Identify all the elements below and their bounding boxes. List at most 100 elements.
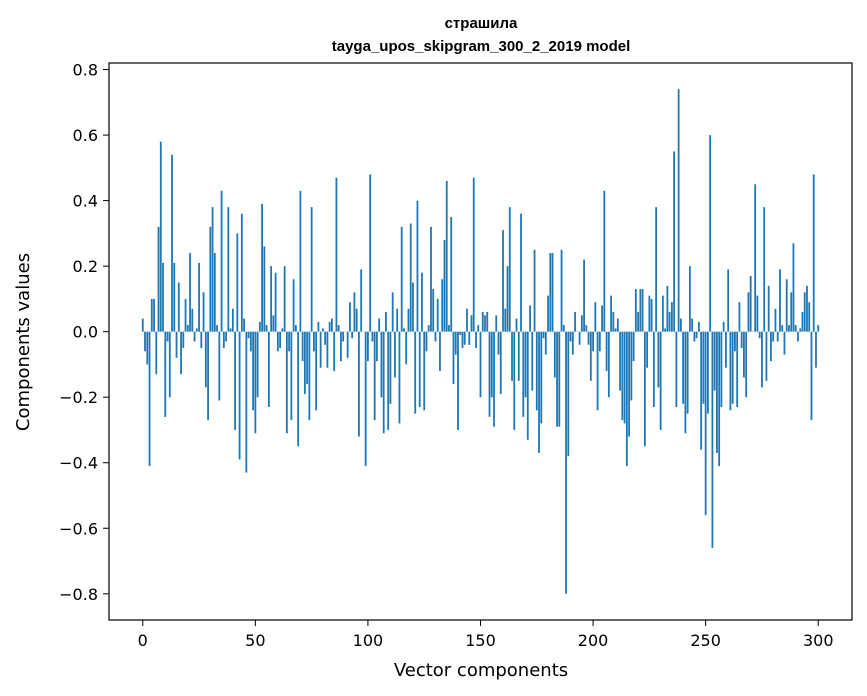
bar-141 (459, 331, 462, 335)
y-tick-label: −0.4 (59, 454, 98, 473)
bar-59 (274, 272, 277, 332)
bar-101 (369, 174, 372, 332)
bar-72 (303, 331, 306, 394)
bar-255 (716, 331, 718, 453)
bar-103 (373, 331, 376, 421)
bar-53 (261, 203, 263, 332)
bar-277 (765, 331, 768, 381)
bar-130 (434, 331, 437, 342)
bar-249 (702, 331, 705, 404)
bar-140 (457, 331, 459, 430)
bar-223 (643, 331, 646, 447)
bar-175 (535, 331, 538, 411)
bar-166 (515, 318, 518, 332)
bar-283 (779, 269, 781, 332)
bar-71 (301, 331, 304, 362)
bar-35 (220, 190, 223, 332)
bar-96 (358, 331, 360, 437)
x-tick-label: 150 (465, 631, 496, 650)
chart-title: страшила (445, 15, 518, 32)
bar-122 (416, 200, 419, 332)
bar-276 (763, 207, 766, 332)
bar-222 (641, 289, 644, 332)
x-tick-label: 0 (138, 631, 148, 650)
bar-151 (481, 312, 484, 332)
bar-128 (430, 226, 432, 332)
bar-159 (499, 331, 502, 394)
bar-192 (574, 312, 576, 332)
bar-124 (421, 272, 423, 332)
bar-226 (650, 298, 653, 332)
bar-157 (495, 315, 498, 332)
bar-194 (578, 331, 581, 345)
bar-36 (222, 331, 225, 349)
bar-279 (770, 331, 772, 362)
bar-293 (801, 312, 804, 332)
y-tick-label: 0.2 (73, 257, 98, 276)
y-tick-label: 0.4 (73, 192, 98, 211)
x-tick-label: 300 (803, 631, 834, 650)
bar-4 (150, 298, 153, 332)
bar-158 (497, 331, 500, 355)
bar-82 (326, 331, 329, 368)
bar-104 (376, 331, 378, 362)
bar-136 (448, 325, 450, 332)
bar-257 (720, 331, 723, 408)
bar-34 (218, 331, 221, 401)
bar-164 (511, 331, 513, 381)
bar-86 (335, 177, 338, 332)
bar-254 (713, 331, 716, 391)
bar-61 (279, 331, 282, 349)
bars-group (141, 89, 820, 594)
bar-24 (195, 328, 198, 332)
bar-213 (621, 331, 624, 421)
bar-282 (776, 331, 779, 342)
bar-217 (630, 331, 633, 401)
bar-289 (792, 243, 795, 332)
bar-12 (168, 331, 171, 398)
bar-296 (808, 302, 811, 332)
bar-16 (177, 282, 180, 332)
bar-207 (607, 331, 610, 398)
bar-66 (290, 331, 293, 421)
chart-subtitle: tayga_upos_skipgram_300_2_2019 model (332, 38, 631, 55)
bar-184 (556, 331, 558, 427)
x-tick-label: 50 (245, 631, 265, 650)
bar-143 (463, 331, 466, 345)
bar-49 (252, 331, 254, 411)
bar-60 (276, 331, 279, 352)
bar-275 (761, 331, 763, 388)
bar-102 (371, 331, 374, 342)
bar-241 (684, 331, 687, 434)
bar-270 (749, 275, 752, 332)
bar-18 (182, 331, 185, 349)
bar-195 (580, 315, 583, 332)
bar-95 (355, 308, 358, 332)
bar-42 (236, 233, 239, 332)
bar-119 (409, 223, 412, 332)
bar-146 (470, 315, 473, 332)
bar-111 (391, 292, 394, 332)
bar-125 (423, 331, 426, 411)
bar-180 (547, 295, 549, 332)
bar-291 (797, 331, 799, 342)
bar-48 (249, 331, 252, 352)
bar-84 (331, 318, 333, 332)
y-tick-label: 0.0 (73, 323, 98, 342)
bar-137 (450, 216, 453, 332)
bar-295 (806, 285, 808, 332)
bar-68 (294, 325, 297, 332)
bar-17 (180, 331, 182, 375)
bar-268 (745, 331, 748, 398)
bar-134 (443, 239, 446, 332)
bar-100 (367, 331, 369, 362)
bar-58 (272, 315, 275, 332)
bar-108 (385, 312, 387, 332)
bar-113 (396, 308, 399, 332)
bar-245 (693, 331, 696, 342)
bar-6 (155, 331, 158, 375)
bar-210 (614, 328, 617, 332)
bar-33 (216, 325, 218, 332)
bar-76 (312, 331, 315, 352)
